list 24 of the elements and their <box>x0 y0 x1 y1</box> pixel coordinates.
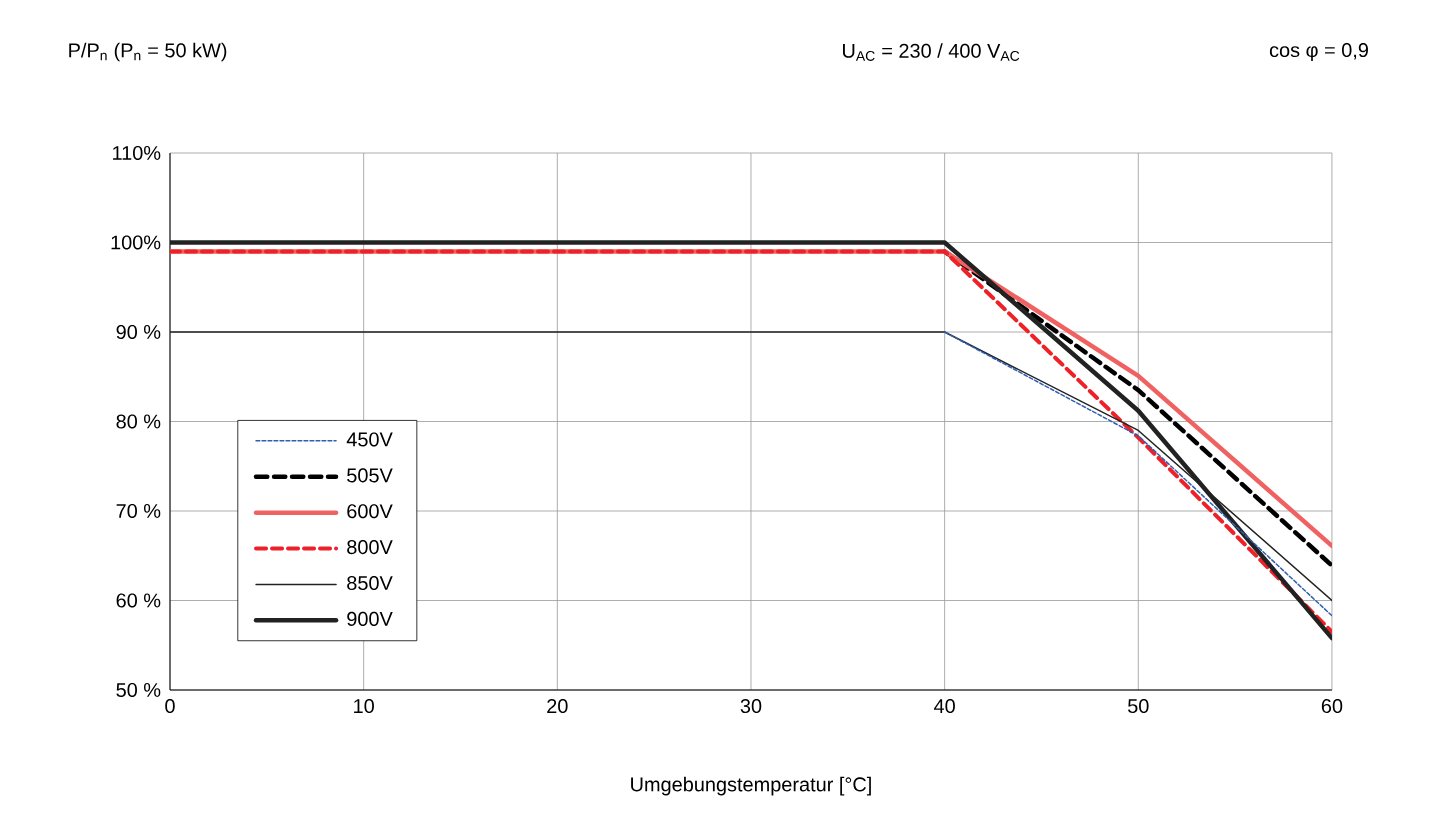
legend-label: 900V <box>347 611 393 626</box>
legend-label: 850V <box>347 575 393 591</box>
y-tick-label: 110% <box>113 145 161 161</box>
y-tick-label: 100% <box>111 235 161 250</box>
y-tick-label: 90 % <box>116 324 161 340</box>
x-tick-label: 30 <box>740 698 762 714</box>
legend-label: 505V <box>347 468 393 483</box>
y-tick-label: 70 % <box>116 503 161 519</box>
y-tick-label: 50 % <box>116 682 161 698</box>
x-tick-label: 10 <box>354 698 374 714</box>
y-axis-title: P/P$_{n}$ (P$_{n}$ = 50 kW) <box>69 42 227 62</box>
legend-label: 800V <box>347 540 393 555</box>
y-tick-label: 60 % <box>116 593 161 608</box>
x-tick-label: 50 <box>1128 698 1149 714</box>
legend-label: 600V <box>347 504 393 519</box>
x-tick-label: 40 <box>934 698 955 714</box>
x-tick-label: 60 <box>1321 698 1343 714</box>
text: cos φ = 0,9 <box>1269 43 1368 62</box>
text: U$_{AC}$ = 230 / 400 V$_{AC}$ <box>843 43 1020 61</box>
x-tick-label: 20 <box>547 698 568 714</box>
x-tick-label: 0 <box>165 698 175 714</box>
x-axis-title: Umgebungstemperatur [°C] <box>631 776 871 796</box>
y-tick-label: 80 % <box>116 414 161 429</box>
legend-label: 450V <box>346 432 393 447</box>
